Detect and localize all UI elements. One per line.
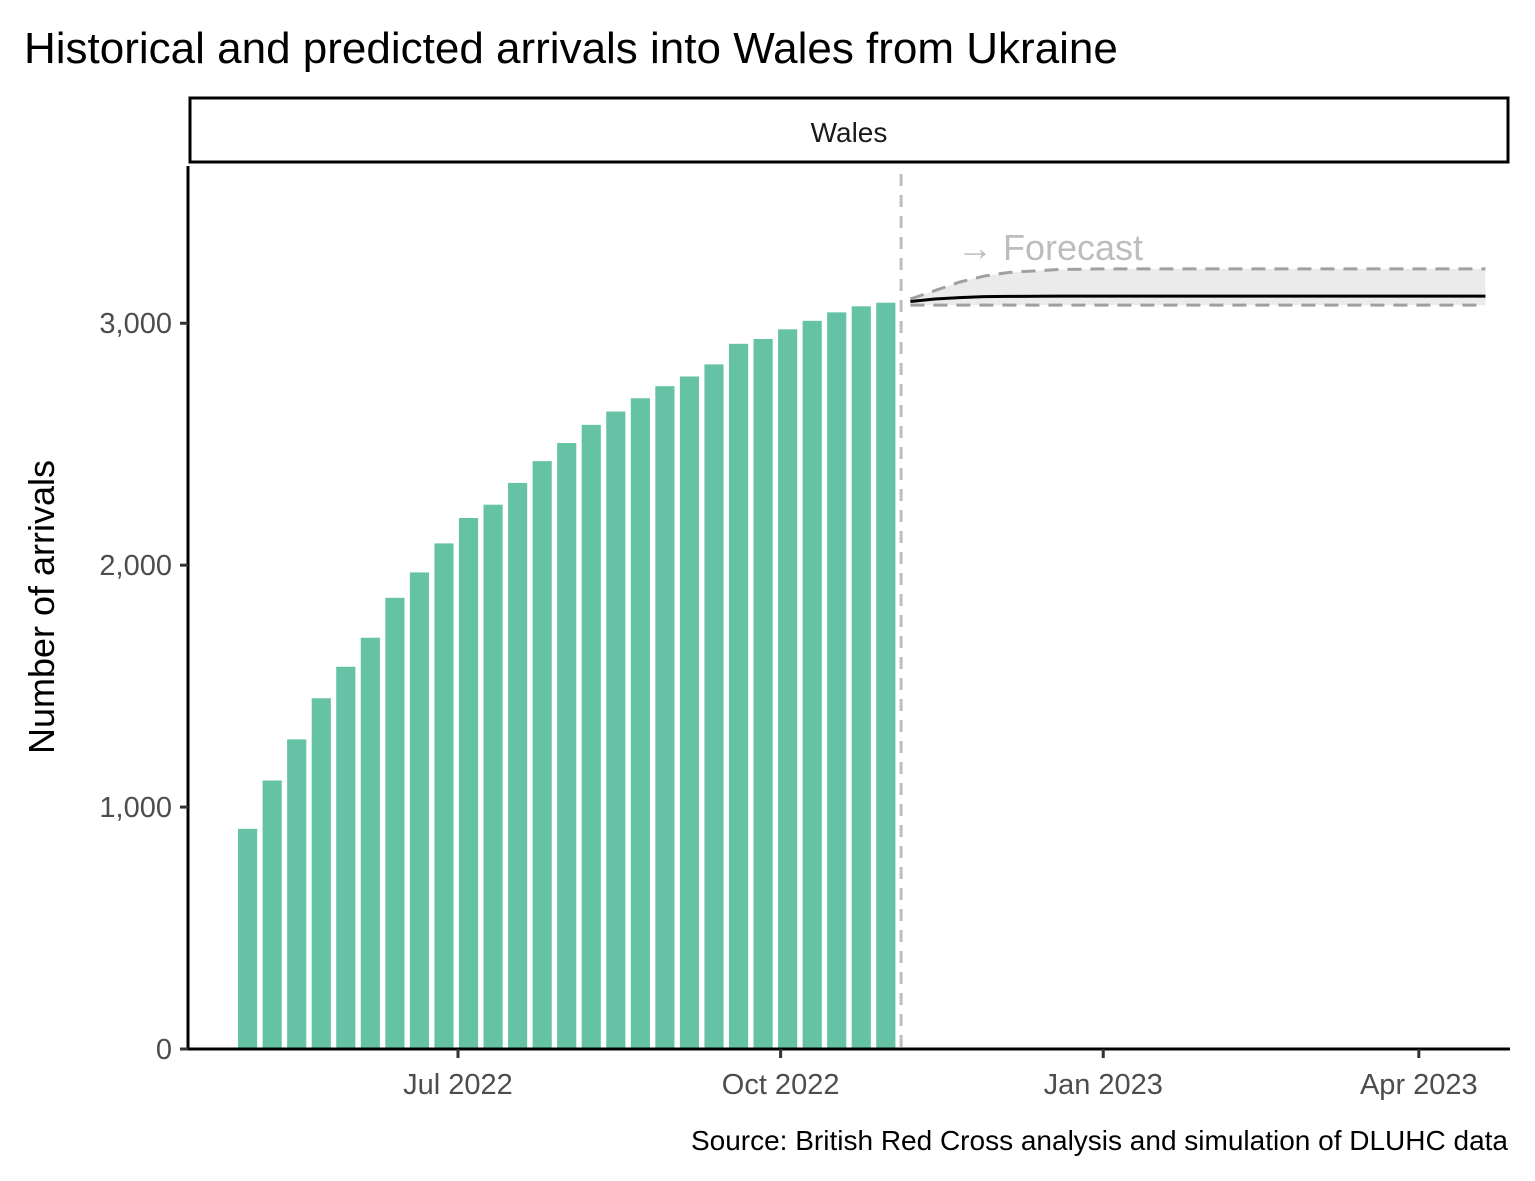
bar [557, 443, 577, 1049]
bar [827, 312, 847, 1049]
y-axis-label: Number of arrivals [21, 460, 62, 754]
bar [876, 302, 896, 1049]
bar [336, 666, 356, 1049]
bar [458, 517, 479, 1049]
chart-title: Historical and predicted arrivals into W… [24, 24, 1118, 73]
forecast-interval-layer [910, 268, 1486, 306]
bar [360, 637, 380, 1049]
x-tick-label: Jul 2022 [403, 1069, 513, 1101]
bar [802, 320, 822, 1050]
forecast-annotation: → Forecast [957, 227, 1143, 268]
bar [679, 376, 700, 1050]
bar [409, 572, 430, 1049]
y-tick-label: 0 [156, 1034, 172, 1066]
y-tick-label: 2,000 [99, 550, 172, 582]
facet-label: Wales [811, 117, 888, 148]
y-ticks: 0 1,000 2,000 3,000 [99, 308, 188, 1066]
source-caption: Source: British Red Cross analysis and s… [691, 1125, 1508, 1156]
forecast-interval-band [910, 268, 1486, 306]
y-tick-label: 1,000 [99, 792, 172, 824]
bar [483, 504, 503, 1049]
bar [385, 597, 405, 1049]
bar [434, 543, 454, 1049]
forecast-upper-bound-line [909, 267, 1486, 301]
bar [630, 398, 650, 1049]
x-tick-label: Jan 2023 [1044, 1069, 1163, 1101]
facet-strip [188, 96, 1510, 164]
y-tick-label: 3,000 [99, 308, 172, 340]
bars-layer [238, 302, 896, 1050]
bar [778, 329, 798, 1049]
forecast-mean-line [910, 294, 1486, 303]
bar [287, 739, 307, 1049]
forecast-lines-layer [899, 174, 1486, 1049]
bar [606, 411, 626, 1049]
bar [262, 780, 282, 1049]
x-tick-label: Oct 2022 [722, 1069, 840, 1101]
x-tick-label: Apr 2023 [1360, 1069, 1478, 1101]
bar [728, 343, 749, 1049]
x-ticks: Jul 2022 Oct 2022 Jan 2023 Apr 2023 [403, 1049, 1478, 1101]
bar [704, 364, 724, 1049]
bar [532, 461, 552, 1049]
bar [753, 338, 773, 1050]
bar [508, 482, 528, 1049]
bar [238, 828, 258, 1049]
bar [311, 698, 331, 1049]
bar [851, 306, 871, 1049]
bar [655, 386, 675, 1049]
bar [581, 424, 601, 1050]
